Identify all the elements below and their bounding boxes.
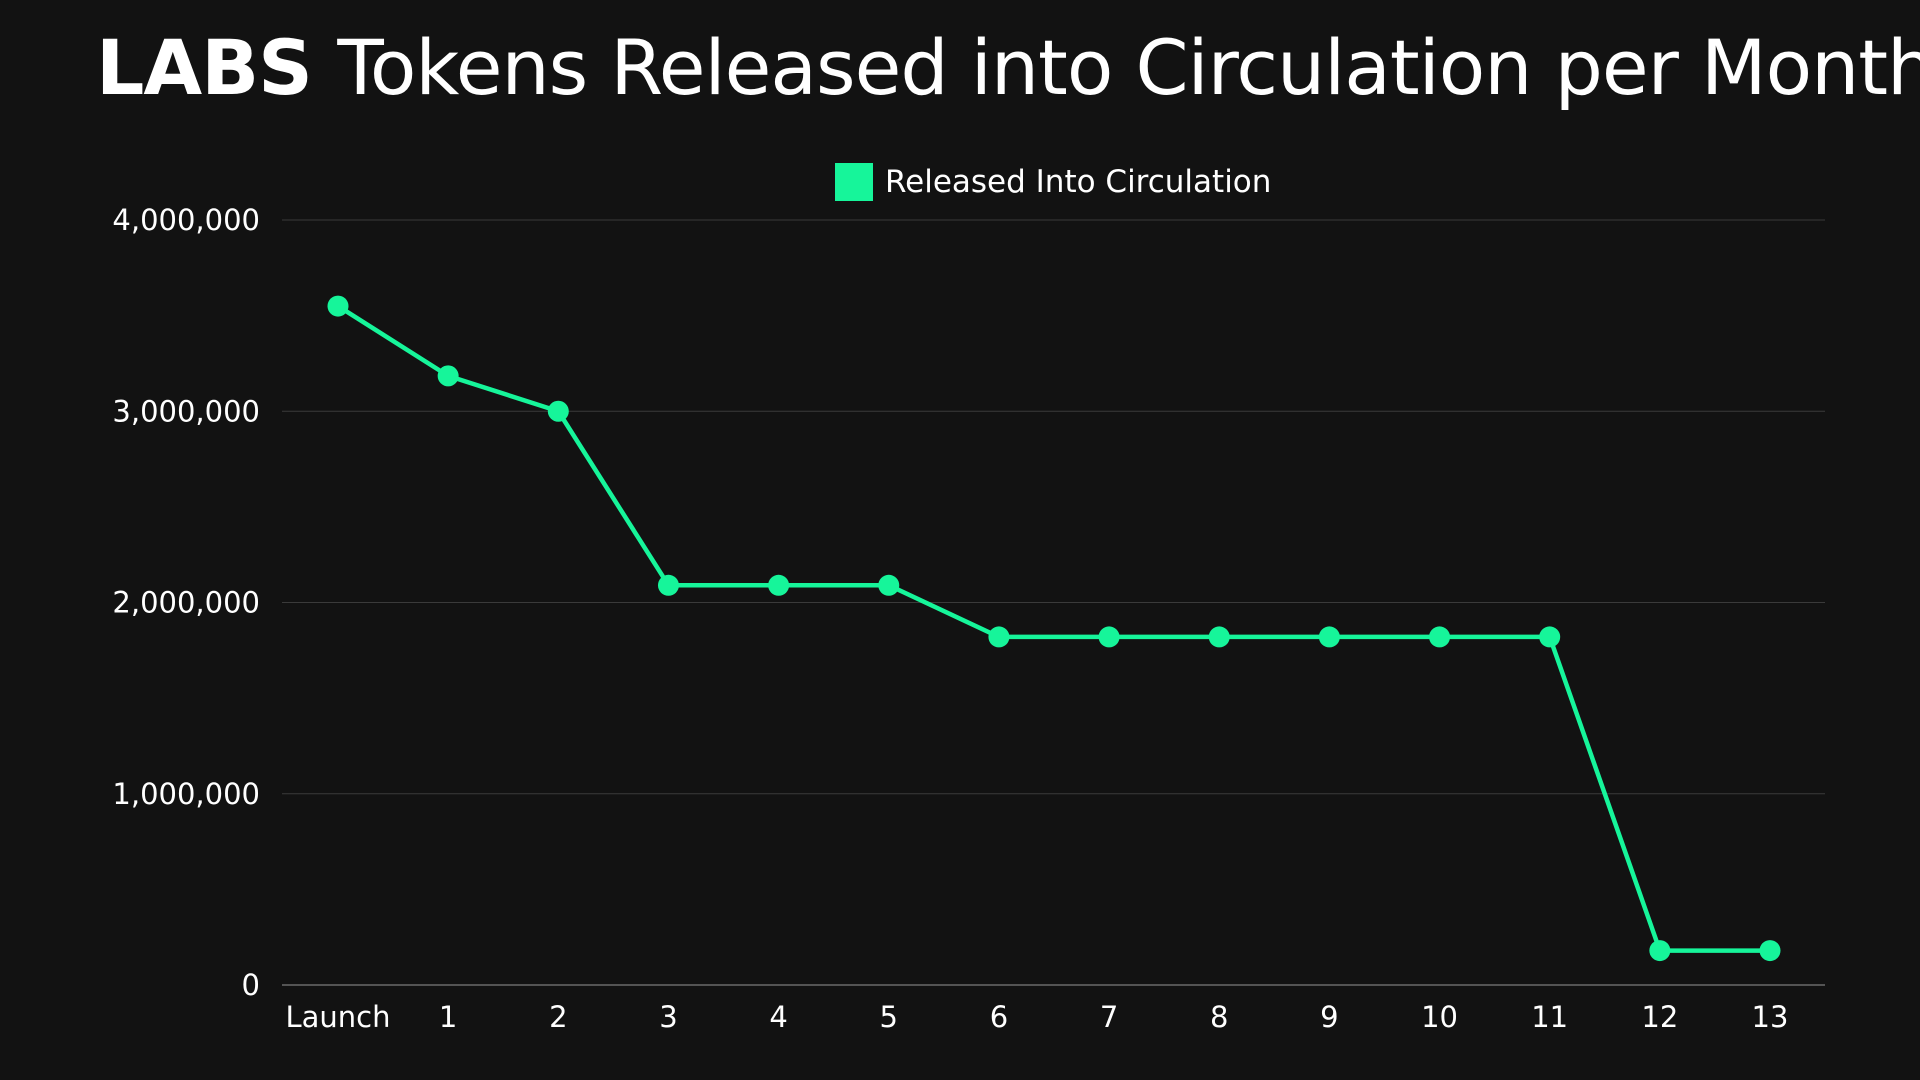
series-line <box>335 303 1773 953</box>
data-point[interactable] <box>1649 940 1671 962</box>
legend-label: Released Into Circulation <box>885 164 1272 200</box>
chart-title: LABS Tokens Released into Circulation pe… <box>96 18 1920 118</box>
x-tick-label: 10 <box>1421 1000 1458 1034</box>
series-layer <box>327 295 1781 962</box>
x-tick-label: 11 <box>1531 1000 1568 1034</box>
x-tick-label: 6 <box>990 1000 1008 1034</box>
data-point[interactable] <box>657 574 679 596</box>
chart-title-bold: LABS <box>96 23 313 112</box>
y-tick-label: 4,000,000 <box>112 203 260 237</box>
x-tick-label: 12 <box>1641 1000 1678 1034</box>
data-point[interactable] <box>988 626 1010 648</box>
data-point[interactable] <box>1759 940 1781 962</box>
legend-swatch <box>835 163 873 201</box>
grid-layer <box>282 219 1825 986</box>
x-tick-label: 5 <box>880 1000 898 1034</box>
data-point[interactable] <box>1539 626 1561 648</box>
data-point[interactable] <box>1208 626 1230 648</box>
data-point[interactable] <box>878 574 900 596</box>
data-point[interactable] <box>547 400 569 422</box>
x-tick-label: 13 <box>1752 1000 1789 1034</box>
x-tick-label: 9 <box>1320 1000 1338 1034</box>
data-point[interactable] <box>768 574 790 596</box>
y-tick-label: 2,000,000 <box>112 586 260 620</box>
x-tick-label: 3 <box>659 1000 677 1034</box>
data-point[interactable] <box>1318 626 1340 648</box>
data-point[interactable] <box>437 365 459 387</box>
x-tick-label: Launch <box>285 1000 390 1034</box>
x-tick-label: 1 <box>439 1000 457 1034</box>
data-point[interactable] <box>327 295 349 317</box>
x-tick-label: 7 <box>1100 1000 1118 1034</box>
y-tick-label: 3,000,000 <box>112 394 260 428</box>
x-tick-label: 8 <box>1210 1000 1228 1034</box>
x-tick-label: 2 <box>549 1000 567 1034</box>
y-axis: 0 1,000,000 2,000,000 3,000,000 4,000,000 <box>112 203 260 1002</box>
chart-title-rest: Tokens Released into Circulation per Mon… <box>337 23 1920 112</box>
chart-legend: Released Into Circulation <box>835 163 1271 201</box>
y-tick-label: 1,000,000 <box>112 777 260 811</box>
x-axis: Launch 1 2 3 4 5 6 7 8 9 10 11 12 13 <box>285 1000 1788 1034</box>
x-tick-label: 4 <box>769 1000 787 1034</box>
data-point[interactable] <box>1098 626 1120 648</box>
data-point[interactable] <box>1429 626 1451 648</box>
y-tick-label: 0 <box>242 968 260 1002</box>
